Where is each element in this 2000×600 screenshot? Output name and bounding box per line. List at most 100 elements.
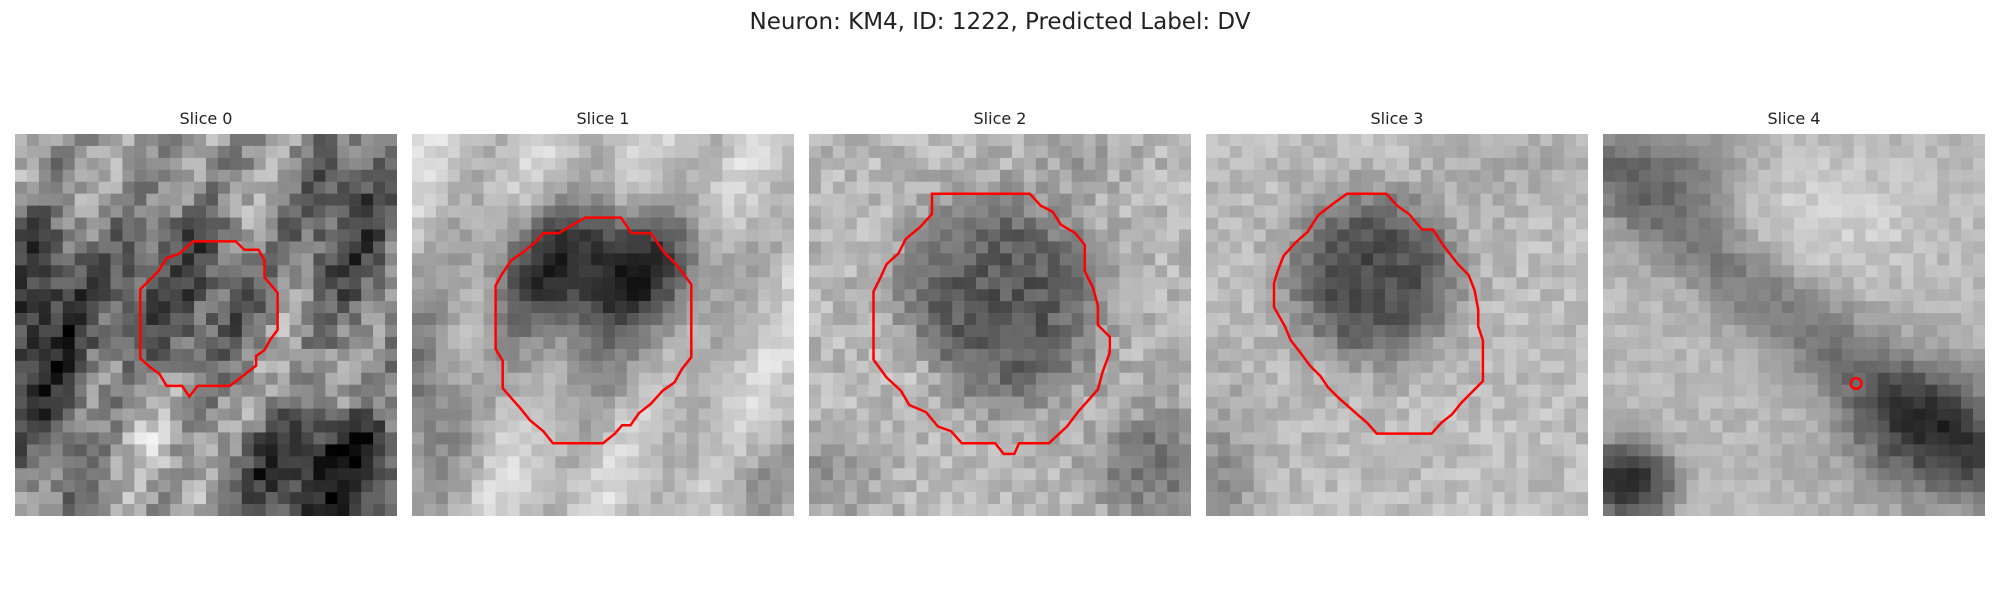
- pixel-cell: [218, 170, 230, 182]
- pixel-cell: [230, 218, 242, 230]
- pixel-cell: [194, 301, 206, 313]
- pixel-cell: [1770, 349, 1782, 361]
- pixel-cell: [1179, 337, 1191, 349]
- pixel-cell: [242, 230, 254, 242]
- pixel-cell: [254, 492, 266, 504]
- pixel-cell: [1036, 337, 1048, 349]
- pixel-cell: [51, 206, 63, 218]
- pixel-cell: [1603, 301, 1615, 313]
- pixel-cell: [603, 325, 615, 337]
- pixel-cell: [266, 361, 278, 373]
- pixel-cell: [122, 397, 134, 409]
- pixel-cell: [51, 444, 63, 456]
- pixel-cell: [242, 158, 254, 170]
- pixel-cell: [373, 301, 385, 313]
- pixel-cell: [313, 218, 325, 230]
- pixel-cell: [531, 361, 543, 373]
- pixel-cell: [1937, 301, 1949, 313]
- pixel-cell: [1564, 480, 1576, 492]
- pixel-cell: [325, 277, 337, 289]
- pixel-cell: [782, 397, 794, 409]
- pixel-cell: [663, 421, 675, 433]
- pixel-cell: [158, 492, 170, 504]
- pixel-cell: [99, 456, 111, 468]
- pixel-cell: [1603, 158, 1615, 170]
- pixel-cell: [603, 421, 615, 433]
- pixel-cell: [134, 397, 146, 409]
- pixel-cell: [758, 385, 770, 397]
- pixel-cell: [1830, 230, 1842, 242]
- pixel-cell: [1758, 313, 1770, 325]
- pixel-cell: [964, 230, 976, 242]
- pixel-cell: [663, 409, 675, 421]
- pixel-cell: [1663, 301, 1675, 313]
- pixel-cell: [1167, 289, 1179, 301]
- pixel-cell: [302, 456, 314, 468]
- pixel-cell: [27, 349, 39, 361]
- pixel-cell: [1072, 313, 1084, 325]
- pixel-cell: [1409, 265, 1421, 277]
- pixel-cell: [373, 409, 385, 421]
- pixel-cell: [639, 421, 651, 433]
- pixel-cell: [1131, 182, 1143, 194]
- pixel-cell: [833, 182, 845, 194]
- pixel-cell: [1349, 230, 1361, 242]
- pixel-cell: [1770, 289, 1782, 301]
- pixel-cell: [460, 134, 472, 146]
- pixel-cell: [460, 206, 472, 218]
- pixel-cell: [1504, 146, 1516, 158]
- pixel-cell: [1131, 230, 1143, 242]
- pixel-cell: [1615, 289, 1627, 301]
- pixel-cell: [893, 504, 905, 516]
- pixel-cell: [710, 325, 722, 337]
- pixel-cell: [1230, 373, 1242, 385]
- pixel-cell: [146, 206, 158, 218]
- pixel-cell: [809, 432, 821, 444]
- pixel-cell: [1937, 265, 1949, 277]
- pixel-cell: [448, 421, 460, 433]
- pixel-cell: [325, 241, 337, 253]
- pixel-cell: [254, 194, 266, 206]
- pixel-cell: [1890, 170, 1902, 182]
- pixel-cell: [833, 409, 845, 421]
- pixel-cell: [1397, 397, 1409, 409]
- pixel-cell: [134, 421, 146, 433]
- pixel-cell: [1096, 492, 1108, 504]
- pixel-cell: [1313, 265, 1325, 277]
- pixel-cell: [1000, 456, 1012, 468]
- pixel-cell: [1397, 361, 1409, 373]
- pixel-cell: [1627, 253, 1639, 265]
- pixel-cell: [1385, 253, 1397, 265]
- pixel-cell: [1036, 397, 1048, 409]
- pixel-cell: [1878, 158, 1890, 170]
- pixel-cell: [1639, 421, 1651, 433]
- pixel-cell: [1361, 206, 1373, 218]
- pixel-cell: [833, 218, 845, 230]
- pixel-cell: [1675, 253, 1687, 265]
- pixel-cell: [87, 206, 99, 218]
- pixel-cell: [1048, 373, 1060, 385]
- pixel-cell: [615, 206, 627, 218]
- pixel-cell: [146, 456, 158, 468]
- pixel-cell: [1012, 182, 1024, 194]
- pixel-cell: [27, 480, 39, 492]
- pixel-cell: [1337, 218, 1349, 230]
- pixel-cell: [782, 432, 794, 444]
- pixel-cell: [1302, 432, 1314, 444]
- pixel-cell: [1794, 289, 1806, 301]
- pixel-cell: [1564, 158, 1576, 170]
- pixel-cell: [1675, 361, 1687, 373]
- pixel-cell: [1961, 158, 1973, 170]
- pixel-cell: [349, 170, 361, 182]
- pixel-cell: [1734, 206, 1746, 218]
- pixel-cell: [1457, 409, 1469, 421]
- pixel-cell: [627, 349, 639, 361]
- pixel-cell: [1143, 385, 1155, 397]
- pixel-cell: [1493, 325, 1505, 337]
- pixel-cell: [1949, 337, 1961, 349]
- pixel-cell: [1337, 134, 1349, 146]
- pixel-cell: [1961, 230, 1973, 242]
- pixel-cell: [242, 504, 254, 516]
- pixel-cell: [1878, 337, 1890, 349]
- pixel-cell: [1000, 146, 1012, 158]
